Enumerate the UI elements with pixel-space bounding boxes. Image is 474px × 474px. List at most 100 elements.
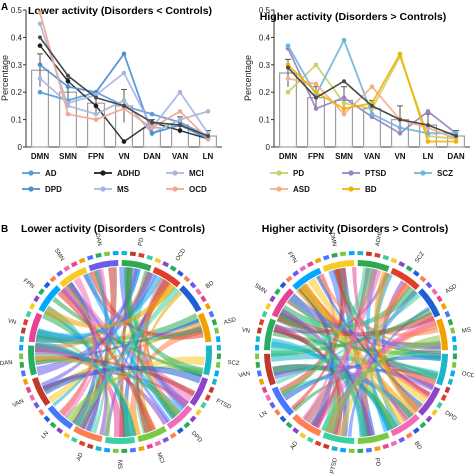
ring-segment: [431, 408, 438, 416]
chord-diagram-higher: ADHD SCZ ASD MS OCD DPD BD PD PTSD AD LN VAN VN SMN FP…: [238, 228, 474, 474]
chord-group-arc: [390, 414, 420, 437]
series-point: [341, 95, 347, 100]
ring-segment: [183, 275, 191, 283]
legend-swatch-dot: [276, 170, 282, 176]
ring-segment: [322, 443, 330, 450]
series-point: [149, 131, 155, 136]
y-tick-label: 0.5: [11, 6, 23, 15]
ring-segment: [255, 353, 260, 360]
chord-group-arc: [390, 267, 420, 290]
ring-segment: [86, 443, 94, 450]
legend-label: ADHD: [117, 169, 140, 178]
ring-segment: [195, 408, 202, 416]
y-tick-label: 0.2: [259, 88, 271, 97]
chord-ribbon: [374, 271, 421, 414]
chord-diagram-lower: PD OCD BD ASD SCZ PTSD DPD MCI MS AD LN VAN DAN VN FPN…: [0, 233, 240, 469]
ring-segment: [162, 261, 170, 268]
ring-segment: [431, 288, 438, 296]
chord-group-arc: [322, 432, 355, 444]
ring-segment: [208, 310, 215, 318]
chord-group-arc: [32, 377, 51, 406]
ring-segment: [292, 270, 300, 277]
chord-ribbon: [62, 286, 108, 436]
legend-label: PD: [293, 169, 304, 178]
series-point: [93, 117, 99, 122]
ring-segment: [22, 318, 29, 326]
ring-segment: [176, 427, 184, 434]
ring-segment: [214, 327, 220, 334]
legend-swatch-dot: [420, 170, 426, 176]
mean-point: [342, 79, 346, 84]
series-point: [397, 51, 403, 57]
series-point: [369, 111, 375, 117]
chord-group-arc: [38, 285, 61, 313]
ring-segment: [258, 378, 265, 386]
legend-swatch-dot: [172, 170, 178, 176]
chord-ribbon: [307, 277, 428, 404]
category-label: VN: [394, 152, 405, 161]
mean-point: [454, 134, 458, 139]
chord-ribbon: [271, 338, 369, 437]
mean-point: [314, 95, 318, 100]
mean-point: [122, 103, 126, 108]
mean-point: [398, 117, 402, 122]
chord-ribbon: [125, 267, 178, 419]
series-point: [285, 43, 291, 48]
chord-label: MS: [462, 327, 472, 335]
ring-segment: [285, 275, 293, 283]
ring-segment: [195, 288, 202, 296]
chord-group-arc: [271, 288, 294, 318]
chord-group-arc: [166, 405, 193, 430]
ring-segment: [440, 302, 447, 310]
chord-ribbon: [271, 267, 373, 357]
chord-group-arc: [121, 260, 152, 272]
ring-segment: [154, 257, 162, 264]
ring-segment: [86, 254, 94, 261]
chord-label: MS: [116, 460, 122, 469]
series-point: [397, 125, 403, 131]
legend-label: MS: [117, 185, 130, 194]
category-label: DAN: [143, 152, 161, 161]
series-point: [121, 98, 127, 103]
chord-label: ADHD: [375, 228, 384, 246]
ring-segment: [258, 318, 265, 326]
ring-segment: [103, 251, 111, 257]
ring-segment: [95, 252, 102, 258]
chord-ribbon: [36, 271, 157, 376]
ring-segment: [451, 335, 457, 343]
ring-segment: [22, 378, 29, 386]
ring-segment: [19, 353, 24, 360]
ring-segment: [444, 310, 451, 318]
mean-point: [150, 120, 154, 125]
legend-lower: AD ADHD MCI DPD MS OCD: [22, 169, 207, 194]
chord-ribbon: [136, 280, 170, 434]
chord-label: DAN: [0, 360, 13, 367]
ring-segment: [452, 353, 457, 360]
ring-segment: [176, 270, 184, 277]
series-point: [65, 84, 71, 90]
chord-group-arc: [264, 353, 276, 386]
series-point: [177, 128, 183, 133]
legend-label: AD: [45, 169, 57, 178]
ring-segment: [255, 335, 261, 343]
chord-outer-ring: [19, 251, 221, 453]
y-tick-label: 0: [18, 143, 23, 152]
ring-segment: [200, 401, 207, 409]
ring-segment: [292, 427, 300, 434]
series-point: [397, 131, 403, 136]
plot-area-lower: 0 0.1 0.2 0.3 0.4 0.5 DMN SMN FPN VN DAN VAN LN: [11, 6, 222, 161]
chord-group-arc: [27, 345, 37, 376]
ring-segment: [405, 265, 413, 272]
ring-segment: [204, 394, 211, 402]
ring-segment: [450, 327, 456, 334]
ring-segment: [70, 261, 78, 268]
ring-segment: [146, 443, 154, 450]
chord-label: BD: [205, 280, 216, 290]
series-point: [37, 76, 43, 81]
category-label: SMN: [59, 152, 77, 161]
chord-label: DMN: [328, 232, 337, 247]
chord-arcs: [264, 260, 448, 444]
chord-label: SCZ: [414, 251, 426, 265]
ring-segment: [56, 427, 64, 434]
chord-group-arc: [322, 260, 355, 272]
